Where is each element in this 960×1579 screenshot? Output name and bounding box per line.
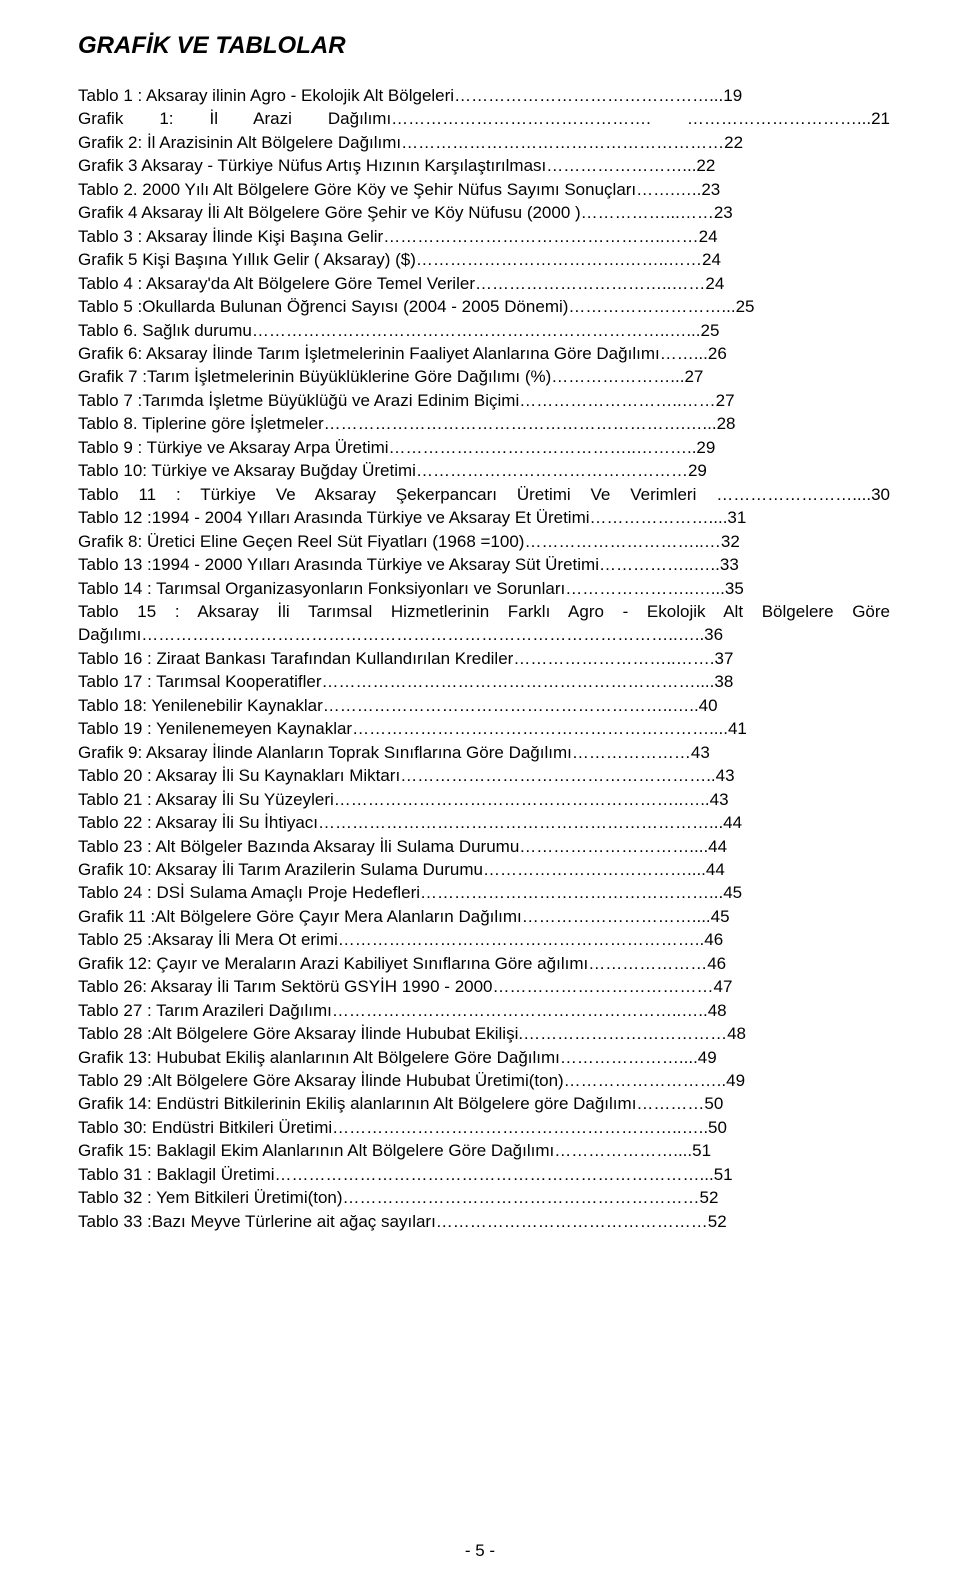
toc-entry: Tablo 23 : Alt Bölgeler Bazında Aksaray …: [78, 835, 890, 858]
toc-entry: Grafik 5 Kişi Başına Yıllık Gelir ( Aksa…: [78, 248, 890, 271]
toc-entry: Grafik 4 Aksaray İli Alt Bölgelere Göre …: [78, 201, 890, 224]
page-title: GRAFİK VE TABLOLAR: [78, 32, 890, 60]
toc-entry: Tablo 14 : Tarımsal Organizasyonların Fo…: [78, 577, 890, 600]
document-page: GRAFİK VE TABLOLAR Tablo 1 : Aksaray ili…: [0, 0, 960, 1579]
toc-entry: Tablo 19 : Yenilenemeyen Kaynaklar…………………: [78, 717, 890, 740]
toc-entry: Tablo 24 : DSİ Sulama Amaçlı Proje Hedef…: [78, 881, 890, 904]
toc-entry: Grafik 15: Baklagil Ekim Alanlarının Alt…: [78, 1139, 890, 1162]
toc-entry: Grafik 1: İl Arazi Dağılımı……………………………………: [78, 107, 890, 130]
toc-entry: Tablo 26: Aksaray İli Tarım Sektörü GSYİ…: [78, 975, 890, 998]
toc-entry: Tablo 7 :Tarımda İşletme Büyüklüğü ve Ar…: [78, 389, 890, 412]
toc-entry: Grafik 10: Aksaray İli Tarım Arazilerin …: [78, 858, 890, 881]
toc-entry: Tablo 15 : Aksaray İli Tarımsal Hizmetle…: [78, 600, 890, 647]
toc-entry: Tablo 21 : Aksaray İli Su Yüzeyleri………………: [78, 788, 890, 811]
toc-entry: Tablo 9 : Türkiye ve Aksaray Arpa Üretim…: [78, 436, 890, 459]
toc-entry: Tablo 2. 2000 Yılı Alt Bölgelere Göre Kö…: [78, 178, 890, 201]
toc-entry: Tablo 12 :1994 - 2004 Yılları Arasında T…: [78, 506, 890, 529]
toc-entry: Tablo 33 :Bazı Meyve Türlerine ait ağaç …: [78, 1210, 890, 1233]
toc-entry: Grafik 8: Üretici Eline Geçen Reel Süt F…: [78, 530, 890, 553]
toc-entry: Tablo 3 : Aksaray İlinde Kişi Başına Gel…: [78, 225, 890, 248]
toc-entry: Tablo 20 : Aksaray İli Su Kaynakları Mik…: [78, 764, 890, 787]
toc-entry: Tablo 16 : Ziraat Bankası Tarafından Kul…: [78, 647, 890, 670]
toc-entry: Tablo 18: Yenilenebilir Kaynaklar……………………: [78, 694, 890, 717]
toc-entry: Grafik 9: Aksaray İlinde Alanların Topra…: [78, 741, 890, 764]
toc-entry: Grafik 6: Aksaray İlinde Tarım İşletmele…: [78, 342, 890, 365]
toc-entry: Grafik 2: İl Arazisinin Alt Bölgelere Da…: [78, 131, 890, 154]
toc-entry: Tablo 1 : Aksaray ilinin Agro - Ekolojik…: [78, 84, 890, 107]
toc-entry: Grafik 14: Endüstri Bitkilerinin Ekiliş …: [78, 1092, 890, 1115]
toc-entry: Grafik 11 :Alt Bölgelere Göre Çayır Mera…: [78, 905, 890, 928]
toc-entry: Tablo 30: Endüstri Bitkileri Üretimi……………: [78, 1116, 890, 1139]
toc-entry: Tablo 8. Tiplerine göre İşletmeler…………………: [78, 412, 890, 435]
toc-list: Tablo 1 : Aksaray ilinin Agro - Ekolojik…: [78, 84, 890, 1233]
toc-entry: Tablo 4 : Aksaray'da Alt Bölgelere Göre …: [78, 272, 890, 295]
toc-entry: Tablo 5 :Okullarda Bulunan Öğrenci Sayıs…: [78, 295, 890, 318]
toc-entry: Tablo 17 : Tarımsal Kooperatifler……………………: [78, 670, 890, 693]
toc-entry: Tablo 28 :Alt Bölgelere Göre Aksaray İli…: [78, 1022, 890, 1045]
toc-entry: Grafik 7 :Tarım İşletmelerinin Büyüklükl…: [78, 365, 890, 388]
toc-entry: Grafik 12: Çayır ve Meraların Arazi Kabi…: [78, 952, 890, 975]
toc-entry: Tablo 10: Türkiye ve Aksaray Buğday Üret…: [78, 459, 890, 482]
toc-entry: Grafik 3 Aksaray - Türkiye Nüfus Artış H…: [78, 154, 890, 177]
toc-entry: Tablo 25 :Aksaray İli Mera Ot erimi………………: [78, 928, 890, 951]
toc-entry: Tablo 29 :Alt Bölgelere Göre Aksaray İli…: [78, 1069, 890, 1092]
page-number: - 5 -: [0, 1541, 960, 1561]
toc-entry: Tablo 22 : Aksaray İli Su İhtiyacı…………………: [78, 811, 890, 834]
toc-entry: Grafik 13: Hububat Ekiliş alanlarının Al…: [78, 1046, 890, 1069]
toc-entry: Tablo 11 : Türkiye Ve Aksaray Şekerpanca…: [78, 483, 890, 506]
toc-entry: Tablo 13 :1994 - 2000 Yılları Arasında T…: [78, 553, 890, 576]
toc-entry: Tablo 31 : Baklagil Üretimi……………………………………: [78, 1163, 890, 1186]
toc-entry: Tablo 6. Sağlık durumu…………………………………………………: [78, 319, 890, 342]
toc-entry: Tablo 32 : Yem Bitkileri Üretimi(ton)…………: [78, 1186, 890, 1209]
toc-entry: Tablo 27 : Tarım Arazileri Dağılımı………………: [78, 999, 890, 1022]
